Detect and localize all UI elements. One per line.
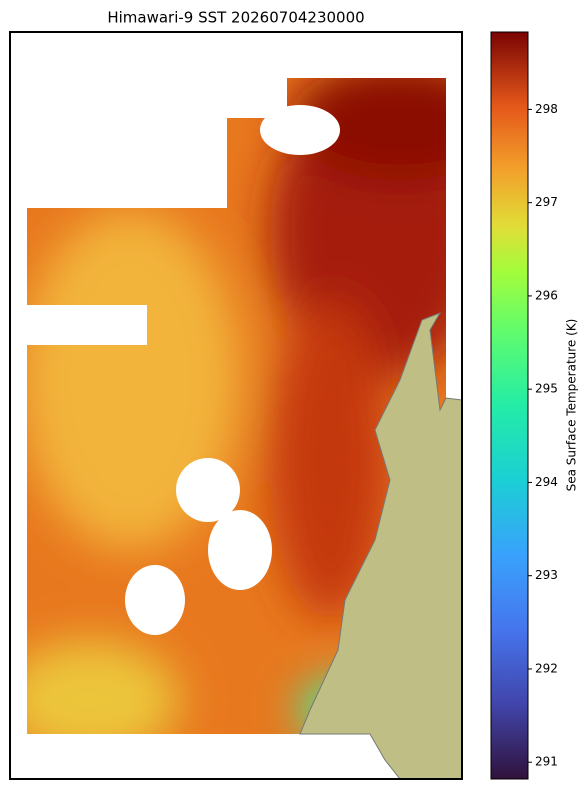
map-title: Himawari-9 SST 20260704230000 — [107, 9, 364, 27]
land — [299, 312, 463, 780]
colorbar-tick-label: 296 — [535, 288, 558, 302]
colorbar-tick-label: 295 — [535, 382, 558, 396]
colorbar-tick-label: 293 — [535, 568, 558, 582]
map-frame — [9, 31, 463, 780]
colorbar-tick-label: 291 — [535, 755, 558, 769]
colorbar-tick-label: 294 — [535, 475, 558, 489]
colorbar-tick-label: 298 — [535, 102, 558, 116]
colorbar — [490, 31, 529, 780]
colorbar-label: Sea Surface Temperature (K) — [565, 319, 579, 492]
colorbar-tick-label: 297 — [535, 195, 558, 209]
colorbar-tick-label: 292 — [535, 661, 558, 675]
